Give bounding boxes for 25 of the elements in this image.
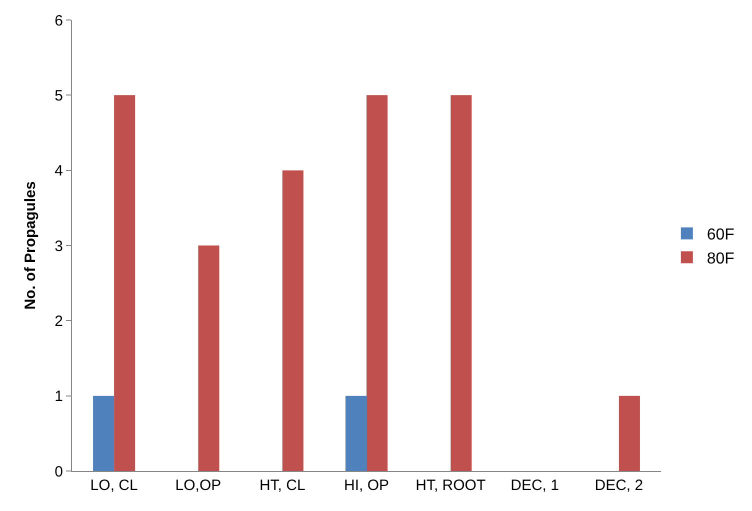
x-tick-label: HT, CL	[259, 477, 306, 494]
x-tick-label: HT, ROOT	[416, 477, 486, 494]
x-tick-label: HI, OP	[344, 477, 390, 494]
bar	[618, 396, 640, 471]
bar	[198, 246, 220, 471]
y-axis-title: No. of Propagules	[22, 181, 39, 310]
y-tick-label: 1	[54, 388, 63, 406]
y-tick-label: 5	[54, 87, 63, 104]
y-tick-label: 4	[54, 162, 63, 180]
x-tick-label: LO, CL	[90, 477, 138, 494]
bar	[114, 95, 136, 471]
bar	[366, 95, 388, 471]
y-tick-label: 6	[54, 12, 63, 30]
bar	[282, 170, 304, 471]
x-tick-label: DEC, 1	[510, 477, 559, 494]
y-tick-label: 2	[54, 312, 63, 330]
y-tick-label: 0	[54, 463, 63, 480]
x-tick-label: DEC, 2	[594, 477, 644, 494]
legend-label: 60F	[706, 226, 735, 244]
y-tick-label: 3	[54, 238, 63, 255]
x-tick-label: LO,OP	[175, 477, 222, 494]
legend-label: 80F	[706, 250, 735, 268]
bar	[345, 396, 366, 471]
bar	[450, 95, 472, 471]
bar	[93, 396, 114, 471]
